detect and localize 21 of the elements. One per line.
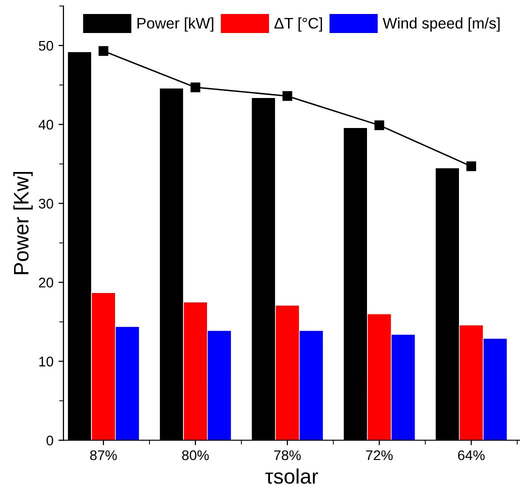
y-tick-label: 0 bbox=[46, 436, 54, 446]
legend-label: Wind speed [m/s] bbox=[382, 17, 500, 32]
point bbox=[466, 161, 476, 172]
y-tick-label: 50 bbox=[38, 40, 54, 51]
y-tick-label: 20 bbox=[38, 278, 54, 288]
y-axis-title: Power [Kw] bbox=[13, 172, 33, 274]
x-tick-label: 78% bbox=[274, 450, 301, 460]
y-tick-label: 10 bbox=[39, 356, 54, 366]
y-tick-label: 30 bbox=[38, 198, 54, 209]
point bbox=[282, 91, 292, 101]
point bbox=[190, 82, 200, 92]
y-tick-label: 40 bbox=[38, 120, 54, 130]
x-tick-label: 87% bbox=[90, 450, 117, 460]
point bbox=[374, 120, 384, 130]
x-tick-label: 72% bbox=[366, 450, 393, 460]
legend-label: Power [kW] bbox=[138, 17, 214, 32]
x-axis-title: τsolar bbox=[265, 468, 318, 484]
x-tick-label: 64% bbox=[458, 450, 485, 460]
x-tick-label: 80% bbox=[182, 450, 209, 460]
point bbox=[98, 46, 108, 56]
legend-label: ΔT [°C] bbox=[274, 17, 322, 32]
